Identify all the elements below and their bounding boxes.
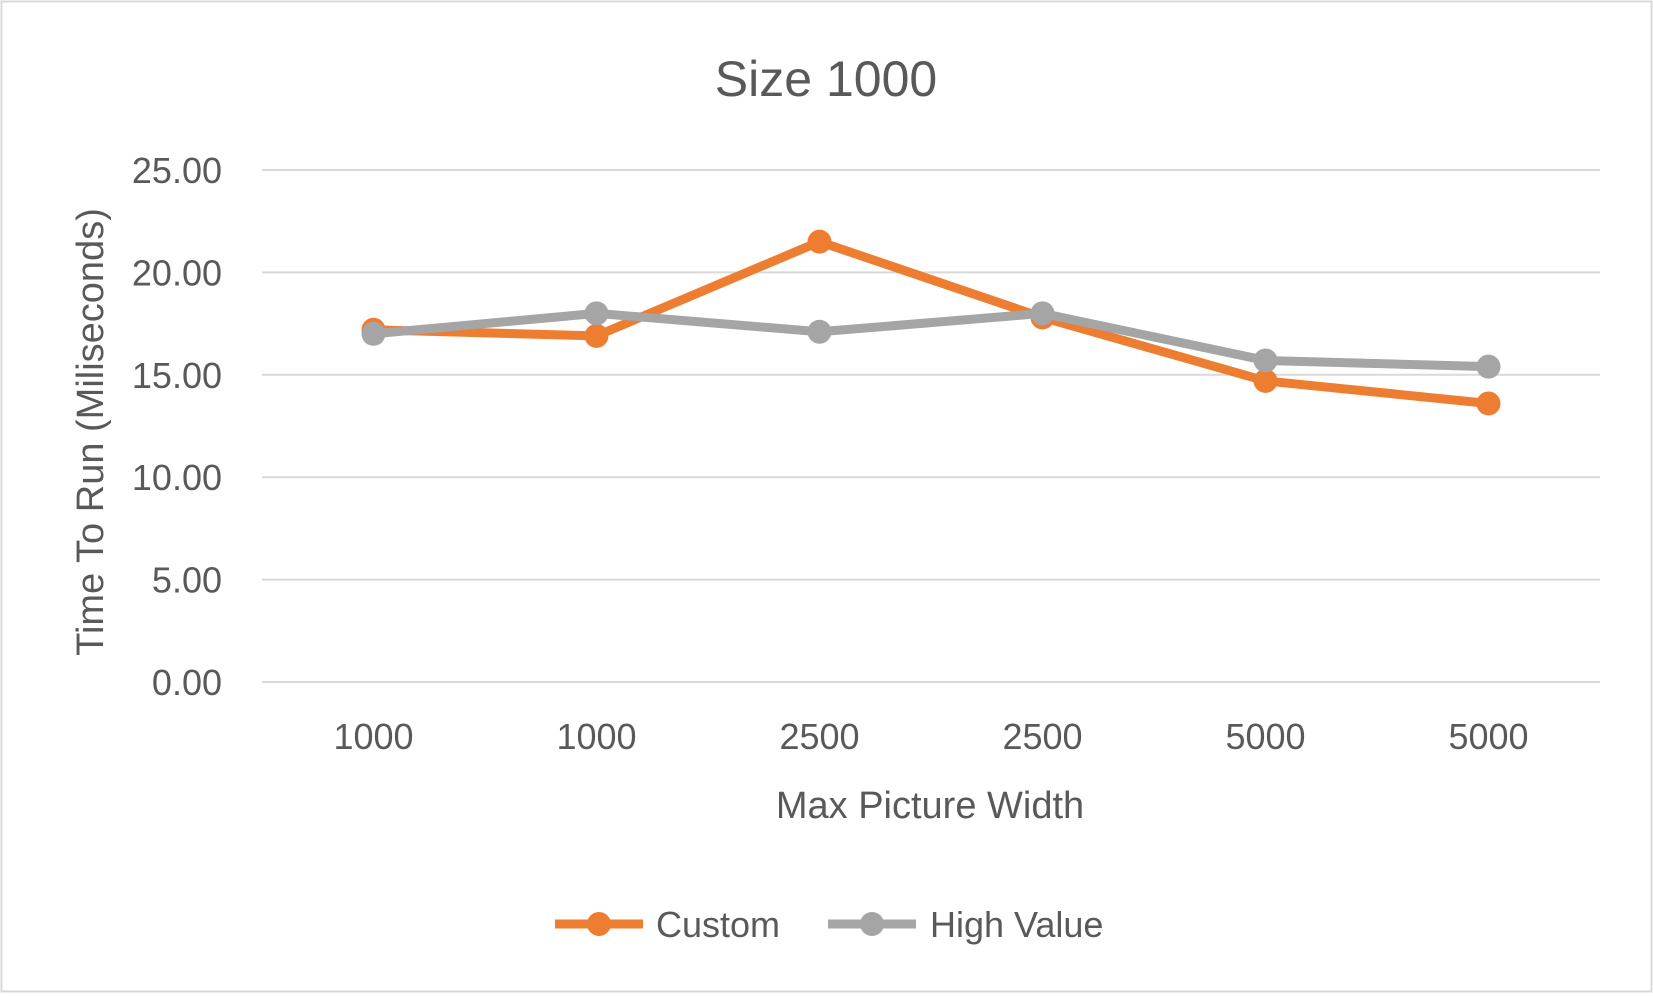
data-point xyxy=(584,301,609,326)
series-lines xyxy=(361,229,1501,416)
legend-label: Custom xyxy=(656,904,780,945)
series-high-value xyxy=(361,301,1501,379)
x-tick-label: 5000 xyxy=(1225,716,1305,757)
legend-label: High Value xyxy=(930,904,1103,945)
data-point xyxy=(584,323,609,348)
series-line xyxy=(369,308,1493,372)
y-axis-title: Time To Run (Miliseconds) xyxy=(70,208,112,656)
series-line xyxy=(369,237,1493,408)
data-point xyxy=(1476,391,1501,416)
y-tick-label: 15.00 xyxy=(132,355,222,396)
x-tick-label: 2500 xyxy=(1002,716,1082,757)
y-tick-label: 10.00 xyxy=(132,457,222,498)
chart-title: Size 1000 xyxy=(715,51,937,107)
legend: Custom High Value xyxy=(555,904,1103,945)
data-point xyxy=(1253,368,1278,393)
y-axis-ticks: 0.00 5.00 10.00 15.00 20.00 25.00 xyxy=(132,150,222,703)
data-point xyxy=(807,229,832,254)
legend-item: High Value xyxy=(828,904,1103,945)
x-tick-label: 2500 xyxy=(779,716,859,757)
legend-item: Custom xyxy=(555,904,780,945)
x-axis-ticks: 1000 1000 2500 2500 5000 5000 xyxy=(333,716,1528,757)
data-point xyxy=(1476,354,1501,379)
data-point xyxy=(807,319,832,344)
legend-marker xyxy=(860,912,884,936)
legend-marker xyxy=(587,912,611,936)
data-point xyxy=(1253,348,1278,373)
x-axis-title: Max Picture Width xyxy=(776,785,1084,827)
data-point xyxy=(361,321,386,346)
data-point xyxy=(1030,301,1055,326)
x-tick-label: 1000 xyxy=(556,716,636,757)
y-tick-label: 25.00 xyxy=(132,150,222,191)
y-tick-label: 0.00 xyxy=(152,662,222,703)
x-tick-label: 1000 xyxy=(333,716,413,757)
x-tick-label: 5000 xyxy=(1448,716,1528,757)
gridlines xyxy=(262,169,1600,683)
y-tick-label: 5.00 xyxy=(152,560,222,601)
y-tick-label: 20.00 xyxy=(132,252,222,293)
